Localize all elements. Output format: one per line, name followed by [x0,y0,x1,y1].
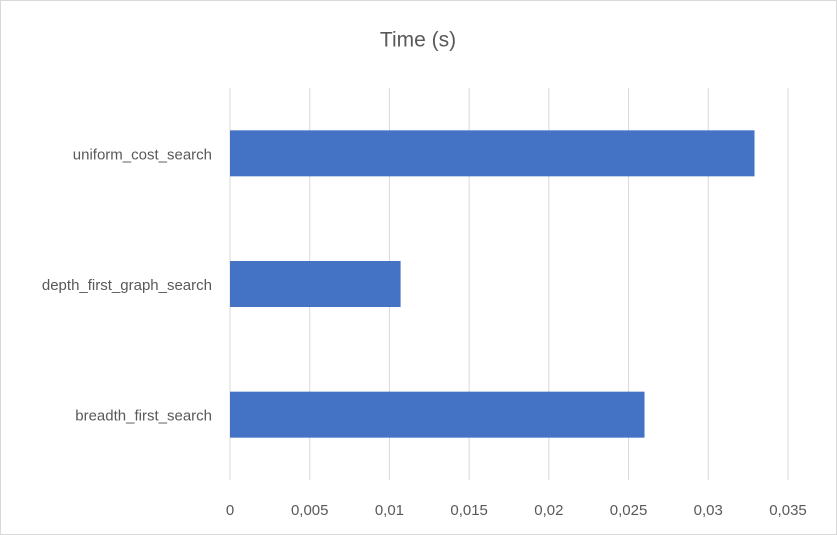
bar [230,130,755,177]
bar [230,391,645,438]
x-tick-label: 0,035 [769,502,807,519]
x-tick-label: 0,02 [534,502,563,519]
y-tick-label: breadth_first_search [75,408,212,425]
y-tick-label: uniform_cost_search [73,146,212,163]
x-tick-label: 0,015 [450,502,488,519]
y-tick-label: depth_first_graph_search [42,277,212,294]
x-tick-label: 0,025 [610,502,648,519]
bar [230,261,401,307]
x-tick-label: 0 [226,502,234,519]
chart-title: Time (s) [380,29,456,52]
x-tick-label: 0,01 [375,502,404,519]
x-tick-label: 0,005 [291,502,329,519]
x-tick-label: 0,03 [694,502,723,519]
